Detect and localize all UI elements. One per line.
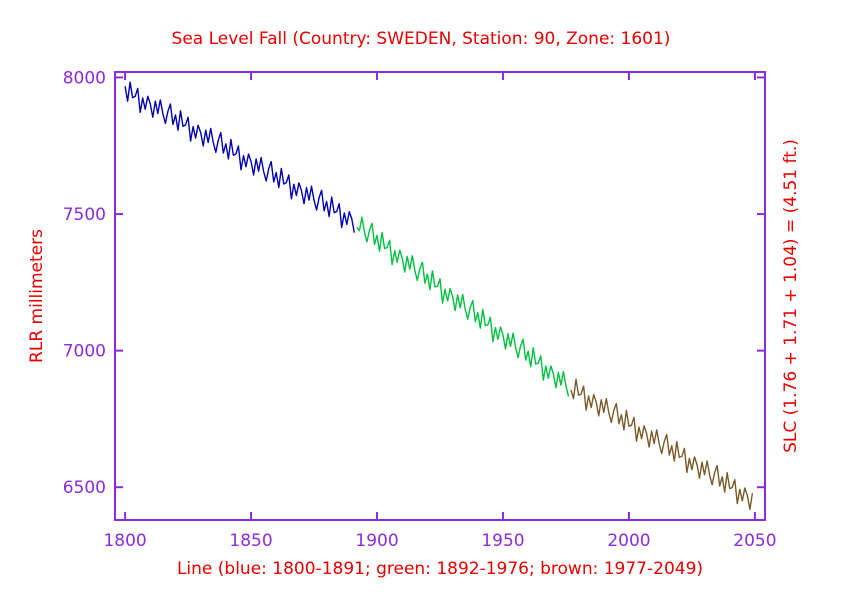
- series-line-brown: [570, 378, 754, 510]
- y-tick-label: 8000: [63, 68, 106, 88]
- plot-lines: [124, 81, 754, 510]
- x-tick-label: 2050: [733, 531, 776, 551]
- y-tick-label: 7000: [63, 342, 106, 362]
- y-tick-label: 6500: [63, 478, 106, 498]
- x-tick-label: 2000: [607, 531, 650, 551]
- x-tick-label: 1950: [481, 531, 524, 551]
- series-line-green: [356, 216, 570, 397]
- plot-frame: [114, 71, 766, 521]
- x-tick-label: 1800: [103, 531, 146, 551]
- y-tick-label: 7500: [63, 205, 106, 225]
- y-axis-label-left: RLR millimeters: [27, 229, 47, 363]
- x-tick-label: 1900: [355, 531, 398, 551]
- chart-title: Sea Level Fall (Country: SWEDEN, Station…: [172, 29, 671, 49]
- x-axis-label: Line (blue: 1800-1891; green: 1892-1976;…: [177, 559, 703, 579]
- y-axis-label-right: SLC (1.76 + 1.71 + 1.04) = (4.51 ft.): [781, 139, 801, 453]
- x-tick-label: 1850: [229, 531, 272, 551]
- series-line-blue: [124, 81, 355, 233]
- axis-ticks: 1800 1850 1900 1950 2000 2050 6500 7000 7500 8000: [63, 68, 777, 551]
